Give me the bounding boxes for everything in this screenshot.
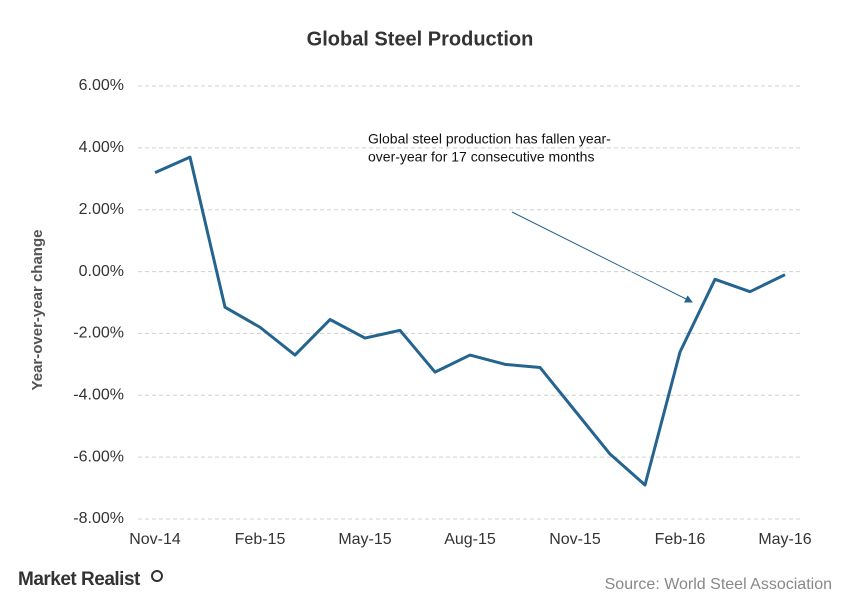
x-tick-label: Aug-15	[444, 531, 496, 548]
line-series	[154, 155, 786, 487]
annotation: over-year for 17 consecutive months	[368, 149, 594, 165]
annotation: Global steel production has fallen year-	[368, 131, 611, 147]
y-tick-label: -8.00%	[73, 510, 124, 527]
source: Source: World Steel Association	[605, 576, 832, 593]
x-tick-label: May-16	[758, 531, 811, 548]
x-tick-label: Feb-16	[655, 531, 706, 548]
chart-title: Global Steel Production	[307, 28, 534, 50]
brand-logo: Market Realist	[18, 569, 141, 590]
x-tick-label: Nov-14	[129, 531, 181, 548]
y-tick-label: -6.00%	[73, 448, 124, 465]
annotation-arrow	[511, 211, 693, 303]
y-tick-label: -4.00%	[73, 387, 124, 404]
y-axis-label: Year-over-year change	[29, 230, 46, 391]
x-tick-label: May-15	[338, 531, 391, 548]
y-tick-label: 6.00%	[79, 77, 124, 94]
y-tick-label: 4.00%	[79, 139, 124, 156]
x-tick-label: Feb-15	[235, 531, 286, 548]
logo-icon	[151, 570, 163, 582]
y-tick-label: -2.00%	[73, 325, 124, 342]
x-tick-label: Nov-15	[549, 531, 601, 548]
y-tick-label: 0.00%	[79, 263, 124, 280]
y-tick-label: 2.00%	[79, 201, 124, 218]
